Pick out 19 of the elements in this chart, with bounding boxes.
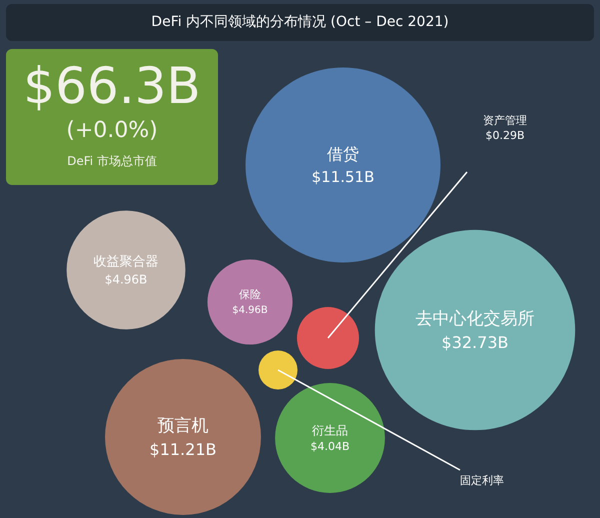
data-label: $0.29B [485, 129, 525, 142]
category-label: 收益聚合器 [94, 254, 158, 270]
category-label: 固定利率 [460, 474, 504, 487]
category-label: 保险 [239, 288, 261, 301]
data-label: $11.21B [150, 440, 216, 459]
text: $66.3B [23, 57, 201, 115]
data-label: $4.96B [232, 305, 268, 316]
category-label: 资产管理 [483, 114, 527, 127]
data-label: $4.04B [310, 440, 350, 453]
category-label: 借贷 [327, 144, 359, 164]
category-label: 预言机 [158, 416, 208, 436]
data-label: $4.96B [104, 272, 148, 287]
data-label: $11.51B [312, 168, 374, 186]
text: (+0.0%) [66, 118, 158, 143]
category-label: 去中心化交易所 [416, 308, 534, 329]
text: DeFi 内不同领域的分布情况 (Oct – Dec 2021) [151, 14, 449, 30]
text: DeFi 市场总市值 [67, 154, 157, 168]
data-label: $32.73B [442, 332, 508, 352]
category-label: 衍生品 [312, 423, 348, 438]
